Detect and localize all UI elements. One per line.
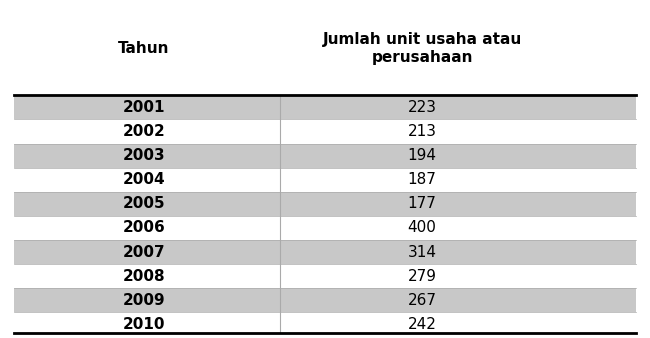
Text: 2009: 2009 [122,293,165,308]
Text: 2007: 2007 [122,245,165,260]
Text: 314: 314 [408,245,437,260]
Text: 213: 213 [408,124,437,139]
Bar [14,95,636,119]
Text: 194: 194 [408,148,437,163]
Text: Jumlah unit usaha atau
perusahaan: Jumlah unit usaha atau perusahaan [322,32,522,65]
Text: 177: 177 [408,196,437,211]
Text: 2004: 2004 [122,172,165,187]
Text: 400: 400 [408,220,437,236]
Text: 2010: 2010 [123,317,165,332]
Text: Tahun: Tahun [118,41,170,56]
Bar [14,192,636,216]
Text: 242: 242 [408,317,437,332]
Text: 2005: 2005 [122,196,165,211]
Text: 2001: 2001 [123,100,165,115]
Text: 2006: 2006 [122,220,165,236]
Text: 187: 187 [408,172,437,187]
Bar [14,144,636,168]
Bar [14,288,636,312]
Text: 2008: 2008 [122,269,165,284]
Text: 279: 279 [408,269,437,284]
Bar [14,240,636,264]
Text: 2003: 2003 [122,148,165,163]
Text: 2002: 2002 [122,124,165,139]
Text: 223: 223 [408,100,437,115]
Text: 267: 267 [408,293,437,308]
